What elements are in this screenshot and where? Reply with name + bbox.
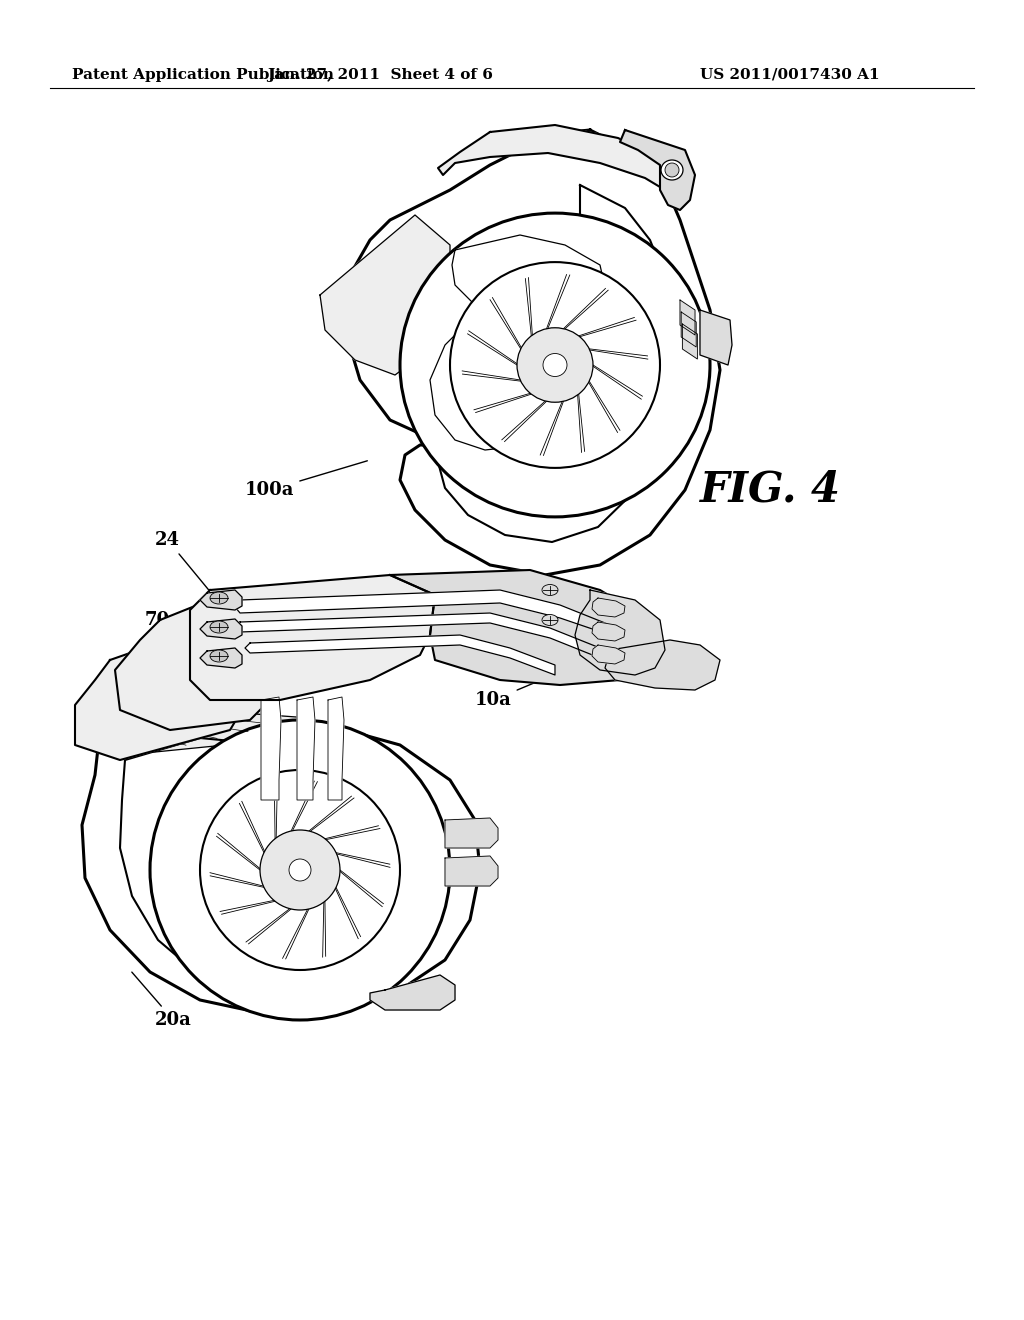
- Polygon shape: [445, 818, 498, 847]
- Polygon shape: [100, 710, 310, 752]
- Ellipse shape: [543, 354, 567, 376]
- Polygon shape: [200, 590, 242, 610]
- Ellipse shape: [542, 615, 558, 626]
- Ellipse shape: [517, 327, 593, 403]
- Polygon shape: [261, 697, 281, 800]
- Ellipse shape: [200, 770, 400, 970]
- Polygon shape: [82, 710, 480, 1015]
- Polygon shape: [328, 697, 344, 800]
- Ellipse shape: [542, 585, 558, 595]
- Polygon shape: [438, 125, 675, 190]
- Polygon shape: [390, 570, 660, 685]
- Text: FIG. 4: FIG. 4: [700, 469, 841, 511]
- Ellipse shape: [260, 830, 340, 909]
- Text: 100a: 100a: [245, 461, 368, 499]
- Ellipse shape: [210, 591, 228, 605]
- Polygon shape: [680, 300, 695, 335]
- Ellipse shape: [210, 620, 228, 634]
- Polygon shape: [592, 598, 625, 616]
- Text: 70: 70: [145, 611, 198, 648]
- Polygon shape: [370, 975, 455, 1010]
- Ellipse shape: [400, 213, 710, 517]
- Polygon shape: [345, 129, 720, 576]
- Polygon shape: [605, 640, 720, 690]
- Text: Jan. 27, 2011  Sheet 4 of 6: Jan. 27, 2011 Sheet 4 of 6: [267, 69, 493, 82]
- Polygon shape: [700, 310, 732, 366]
- Polygon shape: [620, 129, 695, 210]
- Polygon shape: [682, 323, 697, 359]
- Polygon shape: [75, 624, 260, 760]
- Ellipse shape: [210, 649, 228, 663]
- Polygon shape: [115, 590, 290, 730]
- Polygon shape: [200, 619, 242, 639]
- Polygon shape: [234, 590, 610, 635]
- Polygon shape: [245, 635, 555, 675]
- Ellipse shape: [662, 160, 683, 180]
- Polygon shape: [120, 738, 450, 998]
- Text: 10a: 10a: [475, 671, 562, 709]
- Polygon shape: [681, 312, 696, 347]
- Ellipse shape: [450, 263, 660, 467]
- Text: US 2011/0017430 A1: US 2011/0017430 A1: [700, 69, 880, 82]
- Text: 24: 24: [155, 531, 215, 598]
- Text: 20a: 20a: [132, 972, 191, 1030]
- Polygon shape: [575, 590, 665, 675]
- Polygon shape: [319, 215, 450, 375]
- Circle shape: [665, 162, 679, 177]
- Polygon shape: [234, 612, 600, 657]
- Polygon shape: [592, 645, 625, 664]
- Ellipse shape: [150, 719, 450, 1020]
- Text: 210a: 210a: [365, 931, 415, 989]
- Text: Patent Application Publication: Patent Application Publication: [72, 69, 334, 82]
- Polygon shape: [430, 235, 610, 450]
- Polygon shape: [592, 622, 625, 642]
- Ellipse shape: [289, 859, 311, 880]
- Polygon shape: [408, 185, 675, 543]
- Polygon shape: [297, 697, 315, 800]
- Polygon shape: [445, 855, 498, 886]
- Polygon shape: [200, 648, 242, 668]
- Polygon shape: [190, 576, 435, 700]
